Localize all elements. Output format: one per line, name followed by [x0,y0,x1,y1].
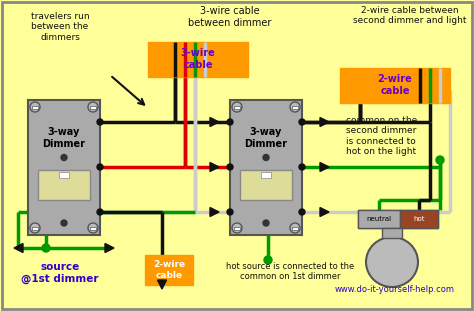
Bar [234,105,240,109]
Polygon shape [105,244,114,253]
Circle shape [290,102,300,112]
Circle shape [61,220,67,226]
Text: 3-wire
cable: 3-wire cable [181,48,215,70]
Circle shape [88,102,98,112]
Bar [261,172,271,178]
Bar [145,255,193,285]
Text: source
@1st dimmer: source @1st dimmer [21,262,99,284]
Bar [32,226,38,230]
Bar [90,105,96,109]
Bar [340,68,450,103]
Polygon shape [157,280,166,289]
Circle shape [299,164,305,170]
Bar [382,228,402,238]
Bar [148,42,248,77]
Circle shape [232,102,242,112]
Bar [358,210,400,228]
Text: hot source is connected to the
common on 1st dimmer: hot source is connected to the common on… [226,262,354,281]
Text: travelers run
between the
dimmers: travelers run between the dimmers [31,12,89,42]
Text: hot: hot [413,216,425,222]
Bar [400,210,438,228]
Text: 2-wire
cable: 2-wire cable [153,260,185,280]
Circle shape [436,156,444,164]
Ellipse shape [366,237,418,287]
Polygon shape [210,207,219,216]
Polygon shape [14,244,23,253]
Bar [59,172,69,178]
Polygon shape [210,118,219,127]
Bar [358,210,438,228]
Circle shape [88,223,98,233]
Circle shape [290,223,300,233]
Circle shape [227,164,233,170]
Text: 3-wire cable
between dimmer: 3-wire cable between dimmer [188,6,272,28]
Bar [292,105,298,109]
Text: 2-wire cable between
second dimmer and light: 2-wire cable between second dimmer and l… [353,6,467,26]
Text: common on the
second dimmer
is connected to
hot on the light: common on the second dimmer is connected… [346,116,417,156]
Circle shape [61,155,67,160]
Bar [234,226,240,230]
Circle shape [97,119,103,125]
Text: neutral: neutral [366,216,392,222]
Circle shape [30,102,40,112]
Polygon shape [320,207,329,216]
Polygon shape [320,118,329,127]
Circle shape [299,209,305,215]
Bar [230,100,302,235]
Bar [90,226,96,230]
Bar [240,170,292,200]
Text: 2-wire
cable: 2-wire cable [378,74,412,96]
Text: 3-way
Dimmer: 3-way Dimmer [43,127,85,149]
Bar [292,226,298,230]
Bar [32,105,38,109]
Polygon shape [210,163,219,171]
Bar [38,170,90,200]
Circle shape [263,220,269,226]
Text: www.do-it-yourself-help.com: www.do-it-yourself-help.com [335,285,455,294]
Text: 3-way
Dimmer: 3-way Dimmer [245,127,288,149]
Circle shape [299,119,305,125]
Circle shape [97,164,103,170]
Polygon shape [320,163,329,171]
Circle shape [227,209,233,215]
Circle shape [42,244,50,252]
Bar [28,100,100,235]
Circle shape [264,256,272,264]
Circle shape [263,155,269,160]
Circle shape [232,223,242,233]
Circle shape [30,223,40,233]
Circle shape [227,119,233,125]
Circle shape [97,209,103,215]
